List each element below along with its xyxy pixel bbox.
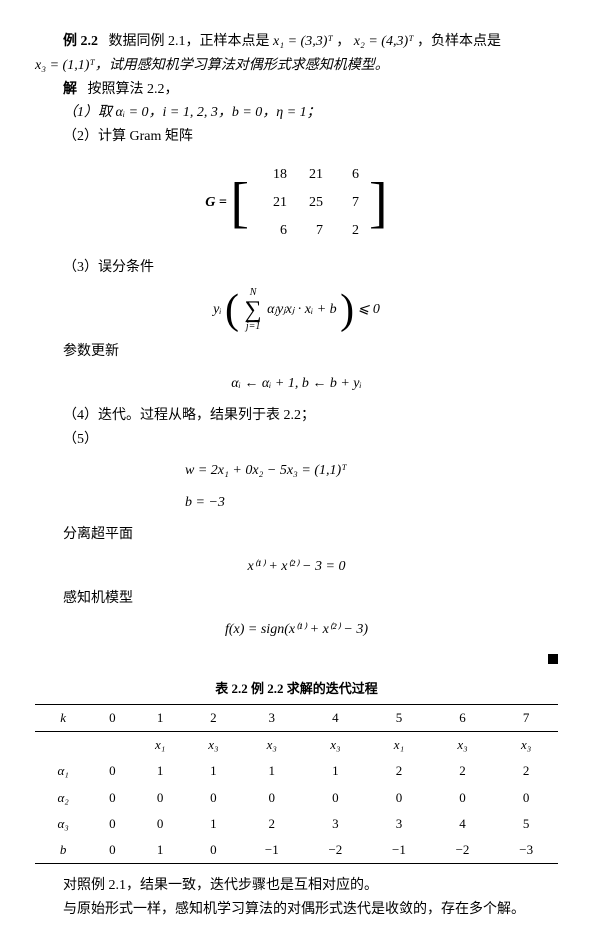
- example-intro: 例 2.2 数据同例 2.1，正样本点是 x₁ = (3,3)ᵀ ， x₂ = …: [35, 30, 558, 54]
- table-caption: 表 2.2 例 2.2 求解的迭代过程: [35, 678, 558, 700]
- example-label: 例 2.2: [63, 34, 98, 49]
- hyperplane-eq: x⁽¹⁾ + x⁽²⁾ − 3 = 0: [35, 555, 558, 579]
- matrix-body: 18 21 6 21 25 7 6 7 2: [249, 157, 369, 248]
- w-eq: w = 2x₁ + 0x₂ − 5x₃ = (1,1)ᵀ: [35, 459, 558, 483]
- table-x-row: x₁ x₃ x₃ x₃ x₁ x₃ x₃: [35, 732, 558, 759]
- model-label: 感知机模型: [35, 587, 558, 611]
- table-header-row: k 0 1 2 3 4 5 6 7: [35, 705, 558, 732]
- step-4: （4）迭代。过程从略，结果列于表 2.2；: [35, 404, 558, 428]
- qed-icon: [548, 654, 558, 664]
- table-row: α₂ 0 0 0 0 0 0 0 0: [35, 785, 558, 811]
- table-row: b 0 1 0 −1 −2 −1 −2 −3: [35, 837, 558, 864]
- update-label: 参数更新: [35, 340, 558, 364]
- table-row: α₃ 0 0 1 2 3 3 4 5: [35, 811, 558, 837]
- step-1: （1）取 αᵢ = 0，i = 1, 2, 3，b = 0，η = 1；: [35, 101, 558, 125]
- b-eq: b = −3: [35, 491, 558, 515]
- misclass-condition: yᵢ ( N ∑ j=1 αⱼyⱼxⱼ · xᵢ + b ) ⩽ 0: [35, 288, 558, 332]
- iteration-table: k 0 1 2 3 4 5 6 7 x₁ x₃ x₃ x₃ x₁ x₃ x₃ α…: [35, 704, 558, 864]
- table-row: α₁ 0 1 1 1 1 2 2 2: [35, 758, 558, 784]
- gram-matrix: G = [ 18 21 6 21 25 7 6 7 2 ]: [35, 157, 558, 248]
- step-2: （2）计算 Gram 矩阵: [35, 125, 558, 149]
- model-eq: f(x) = sign(x⁽¹⁾ + x⁽²⁾ − 3): [35, 618, 558, 642]
- step-3: （3）误分条件: [35, 256, 558, 280]
- solution-head: 解 按照算法 2.2，: [35, 78, 558, 102]
- solution-label: 解: [63, 82, 77, 97]
- closing-2: 与原始形式一样，感知机学习算法的对偶形式迭代是收敛的，存在多个解。: [35, 898, 558, 922]
- closing-1: 对照例 2.1，结果一致，迭代步骤也是互相对应的。: [35, 874, 558, 898]
- example-intro-cont: x₃ = (1,1)ᵀ，试用感知机学习算法对偶形式求感知机模型。: [35, 54, 558, 78]
- update-eq: αᵢ ← αᵢ + 1, b ← b + yᵢ: [35, 372, 558, 396]
- step-5: （5）: [35, 428, 558, 452]
- hyperplane-label: 分离超平面: [35, 523, 558, 547]
